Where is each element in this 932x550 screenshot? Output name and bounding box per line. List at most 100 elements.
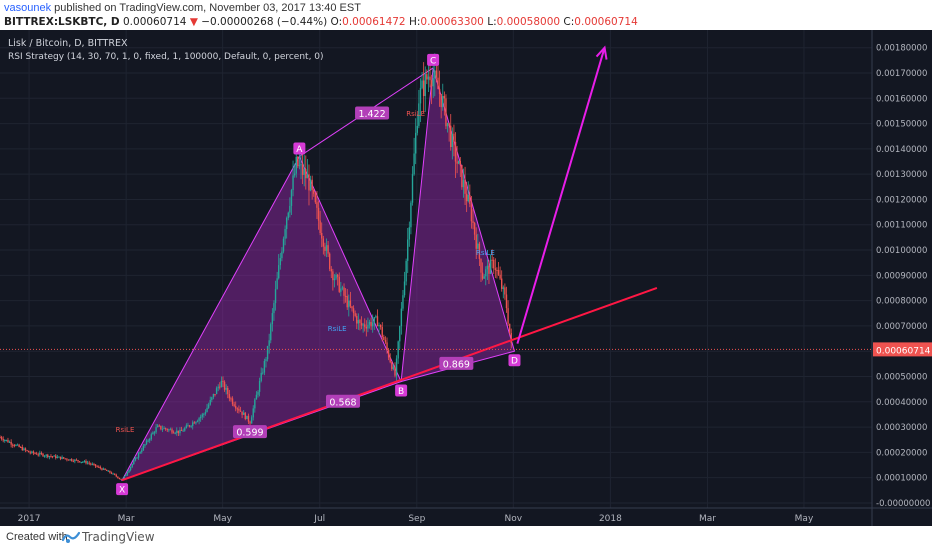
candle-body xyxy=(90,463,92,465)
candle-body xyxy=(297,156,299,167)
candle-body xyxy=(414,132,417,154)
candle-body xyxy=(392,366,395,370)
candle-body xyxy=(238,408,240,411)
candle-body xyxy=(387,349,390,358)
candle-body xyxy=(233,404,235,407)
candle-body xyxy=(324,246,326,251)
candle-body xyxy=(408,227,411,240)
candle-body xyxy=(155,427,157,433)
tradingview-brand[interactable]: TradingView xyxy=(82,530,155,544)
candle-body xyxy=(282,238,285,252)
candle-body xyxy=(147,440,149,442)
candle-body xyxy=(91,464,94,466)
candle-body xyxy=(422,80,425,97)
candle-body xyxy=(204,412,207,414)
candle-body xyxy=(427,76,430,80)
candle-body xyxy=(472,221,474,223)
candle-body xyxy=(426,74,428,80)
chart-area[interactable] xyxy=(0,30,932,526)
candle-body xyxy=(190,425,192,427)
candle-body xyxy=(507,308,509,324)
price-chart[interactable]: 0.00060714 -0.00000000 0.00010000 0.0002000… xyxy=(0,30,932,526)
candle-body xyxy=(227,387,229,395)
candle-body xyxy=(502,287,504,289)
open-value: 0.00061472 xyxy=(342,16,406,28)
candle-body xyxy=(201,414,203,417)
candle-body xyxy=(419,87,422,104)
candle-body xyxy=(301,164,304,175)
signal-label: RsiLE xyxy=(328,325,347,333)
candle-body xyxy=(491,259,493,261)
candle-body xyxy=(271,313,274,325)
candle-body xyxy=(319,220,321,234)
candle-body xyxy=(328,253,331,270)
candle-body xyxy=(505,294,508,309)
candle-body xyxy=(134,457,137,461)
x-tick-label: Mar xyxy=(699,514,716,524)
candle-body xyxy=(125,474,127,477)
candle-body xyxy=(236,408,239,410)
candle-body xyxy=(168,429,170,431)
candle-body xyxy=(88,462,90,464)
candle-body xyxy=(459,160,461,166)
candle-body xyxy=(305,169,307,179)
high-label: H: xyxy=(408,16,421,28)
candle-body xyxy=(174,432,176,434)
candle-body xyxy=(368,321,371,325)
candle-body xyxy=(351,306,353,309)
x-tick-label: May xyxy=(795,514,814,524)
candle-body xyxy=(7,439,9,443)
candle-body xyxy=(31,451,33,453)
candle-body xyxy=(395,358,398,376)
candle-body xyxy=(402,295,404,309)
candle-body xyxy=(341,287,344,289)
ratio-label-box xyxy=(232,425,267,439)
candle-body xyxy=(389,357,391,363)
candle-body xyxy=(156,425,159,428)
candle-body xyxy=(465,193,468,202)
high-value: 0.00063300 xyxy=(420,16,484,28)
candle-body xyxy=(285,217,288,230)
candle-body xyxy=(456,161,458,164)
candle-body xyxy=(80,461,82,463)
candle-body xyxy=(230,398,232,400)
candle-body xyxy=(160,425,162,430)
candle-body xyxy=(410,202,412,228)
candle-body xyxy=(112,473,114,475)
candle-body xyxy=(45,454,47,456)
candle-body xyxy=(77,460,79,462)
ratio-label-box xyxy=(325,394,360,408)
candle-body xyxy=(446,123,449,127)
symbol-name[interactable]: BITTREX:LSKBTC, D xyxy=(4,16,120,28)
pattern-point-label: C xyxy=(430,56,436,66)
projection-arrow-head xyxy=(595,45,608,60)
candle-body xyxy=(231,398,234,405)
candle-body xyxy=(188,425,191,427)
candle-body xyxy=(349,300,352,307)
candle-body xyxy=(314,193,317,203)
candle-body xyxy=(75,459,78,461)
candle-body xyxy=(293,173,296,176)
candle-body xyxy=(371,322,374,327)
candle-body xyxy=(106,469,108,471)
pattern-point-label: D xyxy=(511,357,518,367)
candle-body xyxy=(429,76,431,81)
author-link[interactable]: vasounek xyxy=(4,2,52,14)
candle-body xyxy=(309,179,312,191)
candle-body xyxy=(499,274,501,279)
candle-body xyxy=(8,441,11,443)
open-label: O: xyxy=(330,16,343,28)
candle-body xyxy=(128,470,130,473)
y-tick-label: 0.00080000 xyxy=(876,297,927,307)
close-value: 0.00060714 xyxy=(574,16,638,28)
candle-body xyxy=(10,441,12,445)
candle-body xyxy=(139,452,141,454)
candle-body xyxy=(145,440,148,445)
candle-body xyxy=(400,308,403,327)
candle-body xyxy=(488,265,490,274)
candle-body xyxy=(478,243,481,259)
last-price: 0.00060714 xyxy=(123,16,187,28)
candle-body xyxy=(78,461,81,463)
candle-body xyxy=(360,323,363,326)
candle-body xyxy=(475,234,477,249)
